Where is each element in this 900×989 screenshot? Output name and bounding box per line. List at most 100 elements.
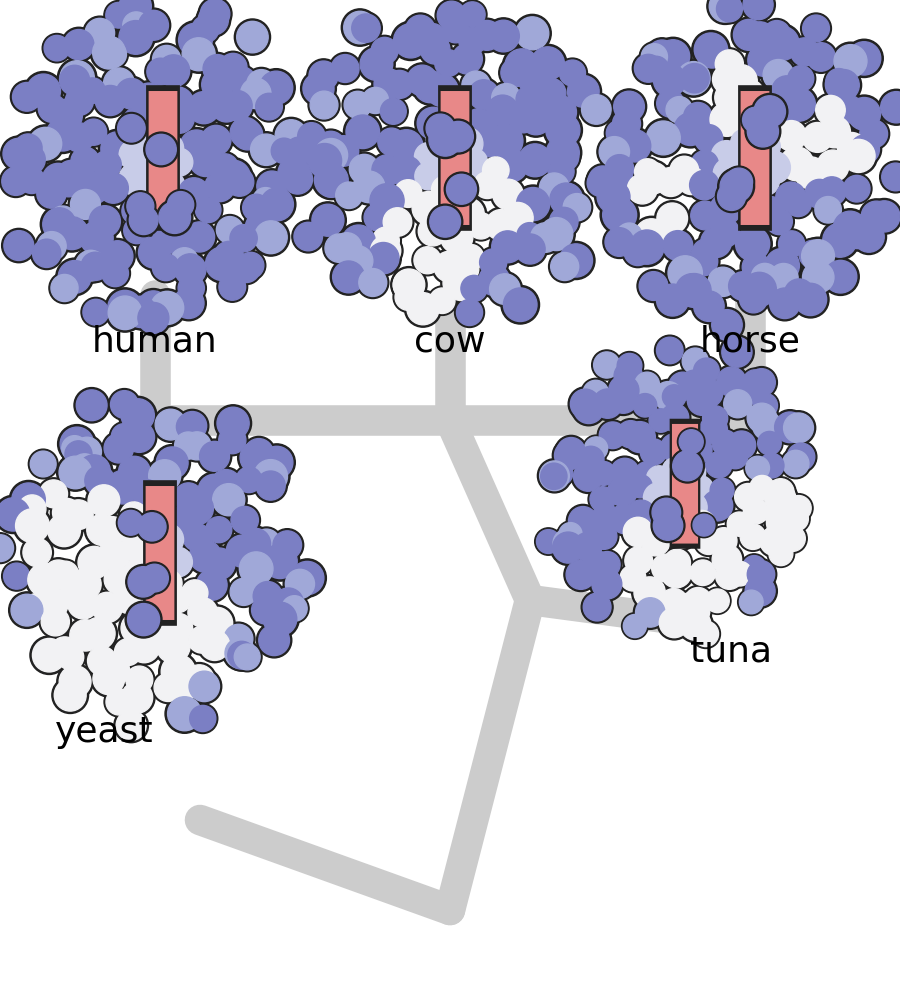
Circle shape	[466, 211, 496, 241]
Circle shape	[672, 451, 702, 481]
Circle shape	[741, 0, 776, 22]
Circle shape	[557, 437, 585, 466]
Circle shape	[407, 293, 439, 324]
Circle shape	[740, 285, 768, 313]
Circle shape	[617, 420, 644, 448]
Circle shape	[443, 269, 472, 298]
Circle shape	[659, 402, 691, 433]
Circle shape	[62, 435, 87, 461]
Circle shape	[790, 38, 819, 66]
Circle shape	[77, 219, 116, 257]
Circle shape	[136, 8, 171, 43]
Circle shape	[695, 379, 723, 407]
Circle shape	[691, 512, 716, 538]
Circle shape	[122, 531, 153, 563]
Circle shape	[673, 271, 711, 310]
Circle shape	[216, 160, 250, 195]
Circle shape	[656, 40, 689, 73]
Circle shape	[605, 119, 634, 148]
Circle shape	[65, 87, 94, 116]
Circle shape	[682, 585, 714, 617]
Circle shape	[68, 187, 103, 222]
Circle shape	[706, 589, 729, 612]
Circle shape	[662, 385, 686, 408]
Circle shape	[344, 91, 372, 119]
Circle shape	[142, 623, 169, 650]
Circle shape	[767, 479, 794, 505]
Circle shape	[86, 204, 122, 239]
Circle shape	[201, 126, 231, 155]
Circle shape	[116, 160, 154, 198]
Circle shape	[116, 78, 147, 109]
Circle shape	[173, 430, 203, 461]
Circle shape	[15, 508, 50, 543]
Circle shape	[183, 432, 211, 460]
Circle shape	[282, 595, 307, 621]
Circle shape	[406, 15, 436, 45]
Circle shape	[127, 193, 154, 220]
Circle shape	[517, 223, 543, 248]
Circle shape	[666, 518, 697, 548]
Circle shape	[250, 527, 283, 559]
FancyBboxPatch shape	[672, 424, 698, 544]
Circle shape	[182, 580, 208, 606]
Circle shape	[222, 91, 252, 121]
Circle shape	[675, 271, 714, 310]
Circle shape	[165, 665, 203, 703]
Circle shape	[592, 550, 622, 580]
Circle shape	[802, 239, 834, 272]
Circle shape	[41, 607, 69, 636]
Circle shape	[506, 101, 540, 135]
Circle shape	[275, 154, 313, 192]
Circle shape	[688, 247, 717, 276]
FancyBboxPatch shape	[146, 486, 175, 620]
Circle shape	[742, 496, 770, 526]
Circle shape	[758, 525, 790, 558]
Circle shape	[316, 132, 346, 160]
Circle shape	[12, 132, 44, 164]
Circle shape	[360, 85, 391, 116]
Circle shape	[592, 569, 622, 599]
Circle shape	[795, 283, 826, 315]
Circle shape	[708, 526, 739, 556]
Circle shape	[716, 562, 743, 589]
Circle shape	[711, 140, 742, 171]
Circle shape	[734, 20, 764, 50]
Circle shape	[204, 172, 235, 202]
Circle shape	[106, 471, 140, 504]
Circle shape	[659, 495, 688, 523]
Circle shape	[182, 220, 217, 254]
Circle shape	[490, 81, 523, 115]
Circle shape	[851, 220, 886, 254]
Circle shape	[58, 63, 92, 98]
Circle shape	[104, 0, 133, 30]
Circle shape	[44, 36, 69, 61]
Circle shape	[165, 586, 191, 613]
Circle shape	[682, 348, 708, 374]
Circle shape	[353, 171, 385, 203]
Circle shape	[688, 168, 721, 202]
Circle shape	[144, 200, 176, 231]
Circle shape	[85, 19, 114, 47]
Circle shape	[664, 516, 698, 551]
Circle shape	[197, 628, 232, 663]
Circle shape	[3, 138, 34, 169]
Circle shape	[515, 234, 545, 264]
Circle shape	[39, 95, 67, 123]
Circle shape	[740, 524, 766, 550]
Circle shape	[654, 165, 688, 199]
Circle shape	[108, 389, 140, 420]
Circle shape	[424, 122, 458, 156]
Circle shape	[122, 612, 153, 644]
Circle shape	[583, 381, 608, 405]
Circle shape	[54, 679, 86, 711]
Circle shape	[766, 209, 792, 234]
Circle shape	[599, 422, 626, 449]
Circle shape	[551, 252, 579, 281]
Circle shape	[486, 121, 526, 160]
Circle shape	[633, 575, 668, 609]
Circle shape	[508, 103, 538, 133]
Circle shape	[73, 437, 102, 466]
Circle shape	[323, 231, 356, 264]
Circle shape	[784, 413, 814, 443]
